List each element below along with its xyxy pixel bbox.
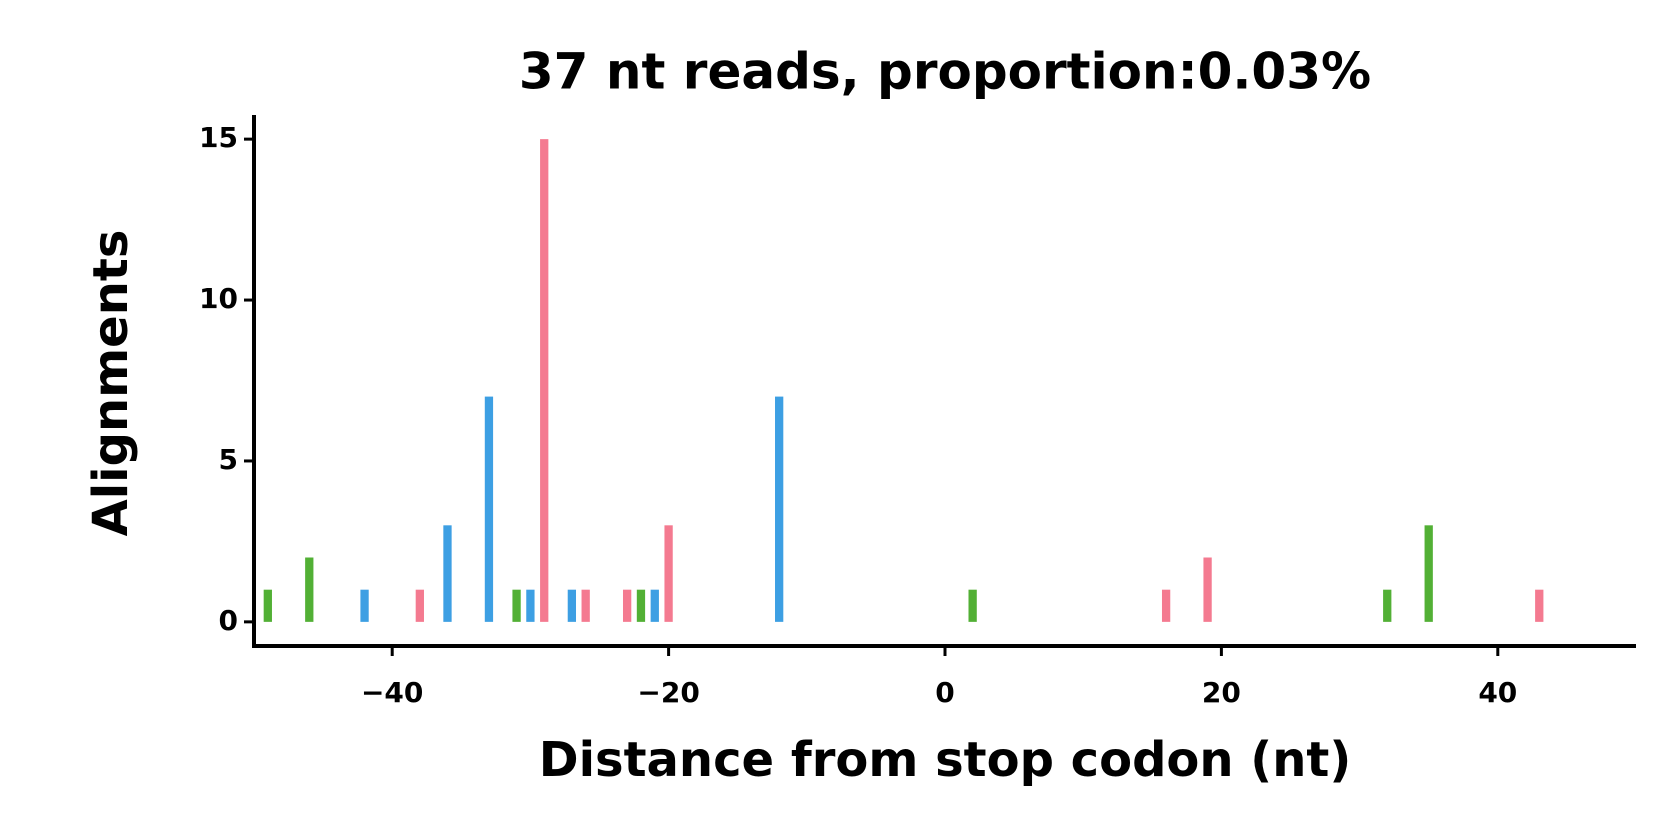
bar bbox=[512, 589, 521, 622]
x-tick-label: −20 bbox=[637, 676, 699, 709]
y-tick-label: 0 bbox=[219, 604, 238, 637]
y-axis-label: Alignments bbox=[83, 230, 139, 537]
x-tick-label: 0 bbox=[935, 676, 954, 709]
bar bbox=[968, 589, 977, 622]
chart-title: 37 nt reads, proportion:0.03% bbox=[519, 43, 1371, 101]
bar bbox=[443, 525, 452, 622]
x-tick-label: −40 bbox=[361, 676, 423, 709]
bar bbox=[1535, 589, 1544, 622]
bar bbox=[360, 589, 369, 622]
bar bbox=[415, 589, 424, 622]
bar bbox=[622, 589, 632, 622]
bar bbox=[484, 396, 494, 622]
bar bbox=[636, 589, 646, 622]
y-tick-label: 10 bbox=[199, 282, 238, 315]
bar bbox=[581, 589, 590, 622]
bar bbox=[567, 589, 577, 622]
bar bbox=[526, 589, 535, 622]
bar bbox=[1161, 589, 1171, 622]
bar bbox=[1383, 589, 1392, 622]
x-tick-label: 40 bbox=[1478, 676, 1517, 709]
bar bbox=[775, 396, 784, 622]
bar bbox=[540, 139, 549, 622]
bar bbox=[1203, 557, 1212, 622]
y-tick-label: 5 bbox=[219, 443, 238, 476]
bar bbox=[263, 589, 272, 622]
y-tick-label: 15 bbox=[199, 121, 238, 154]
bar bbox=[650, 589, 659, 622]
bar bbox=[664, 525, 673, 622]
bar bbox=[1424, 525, 1433, 622]
x-tick-label: 20 bbox=[1202, 676, 1241, 709]
bar bbox=[305, 557, 314, 622]
x-axis-label: Distance from stop codon (nt) bbox=[539, 732, 1352, 788]
